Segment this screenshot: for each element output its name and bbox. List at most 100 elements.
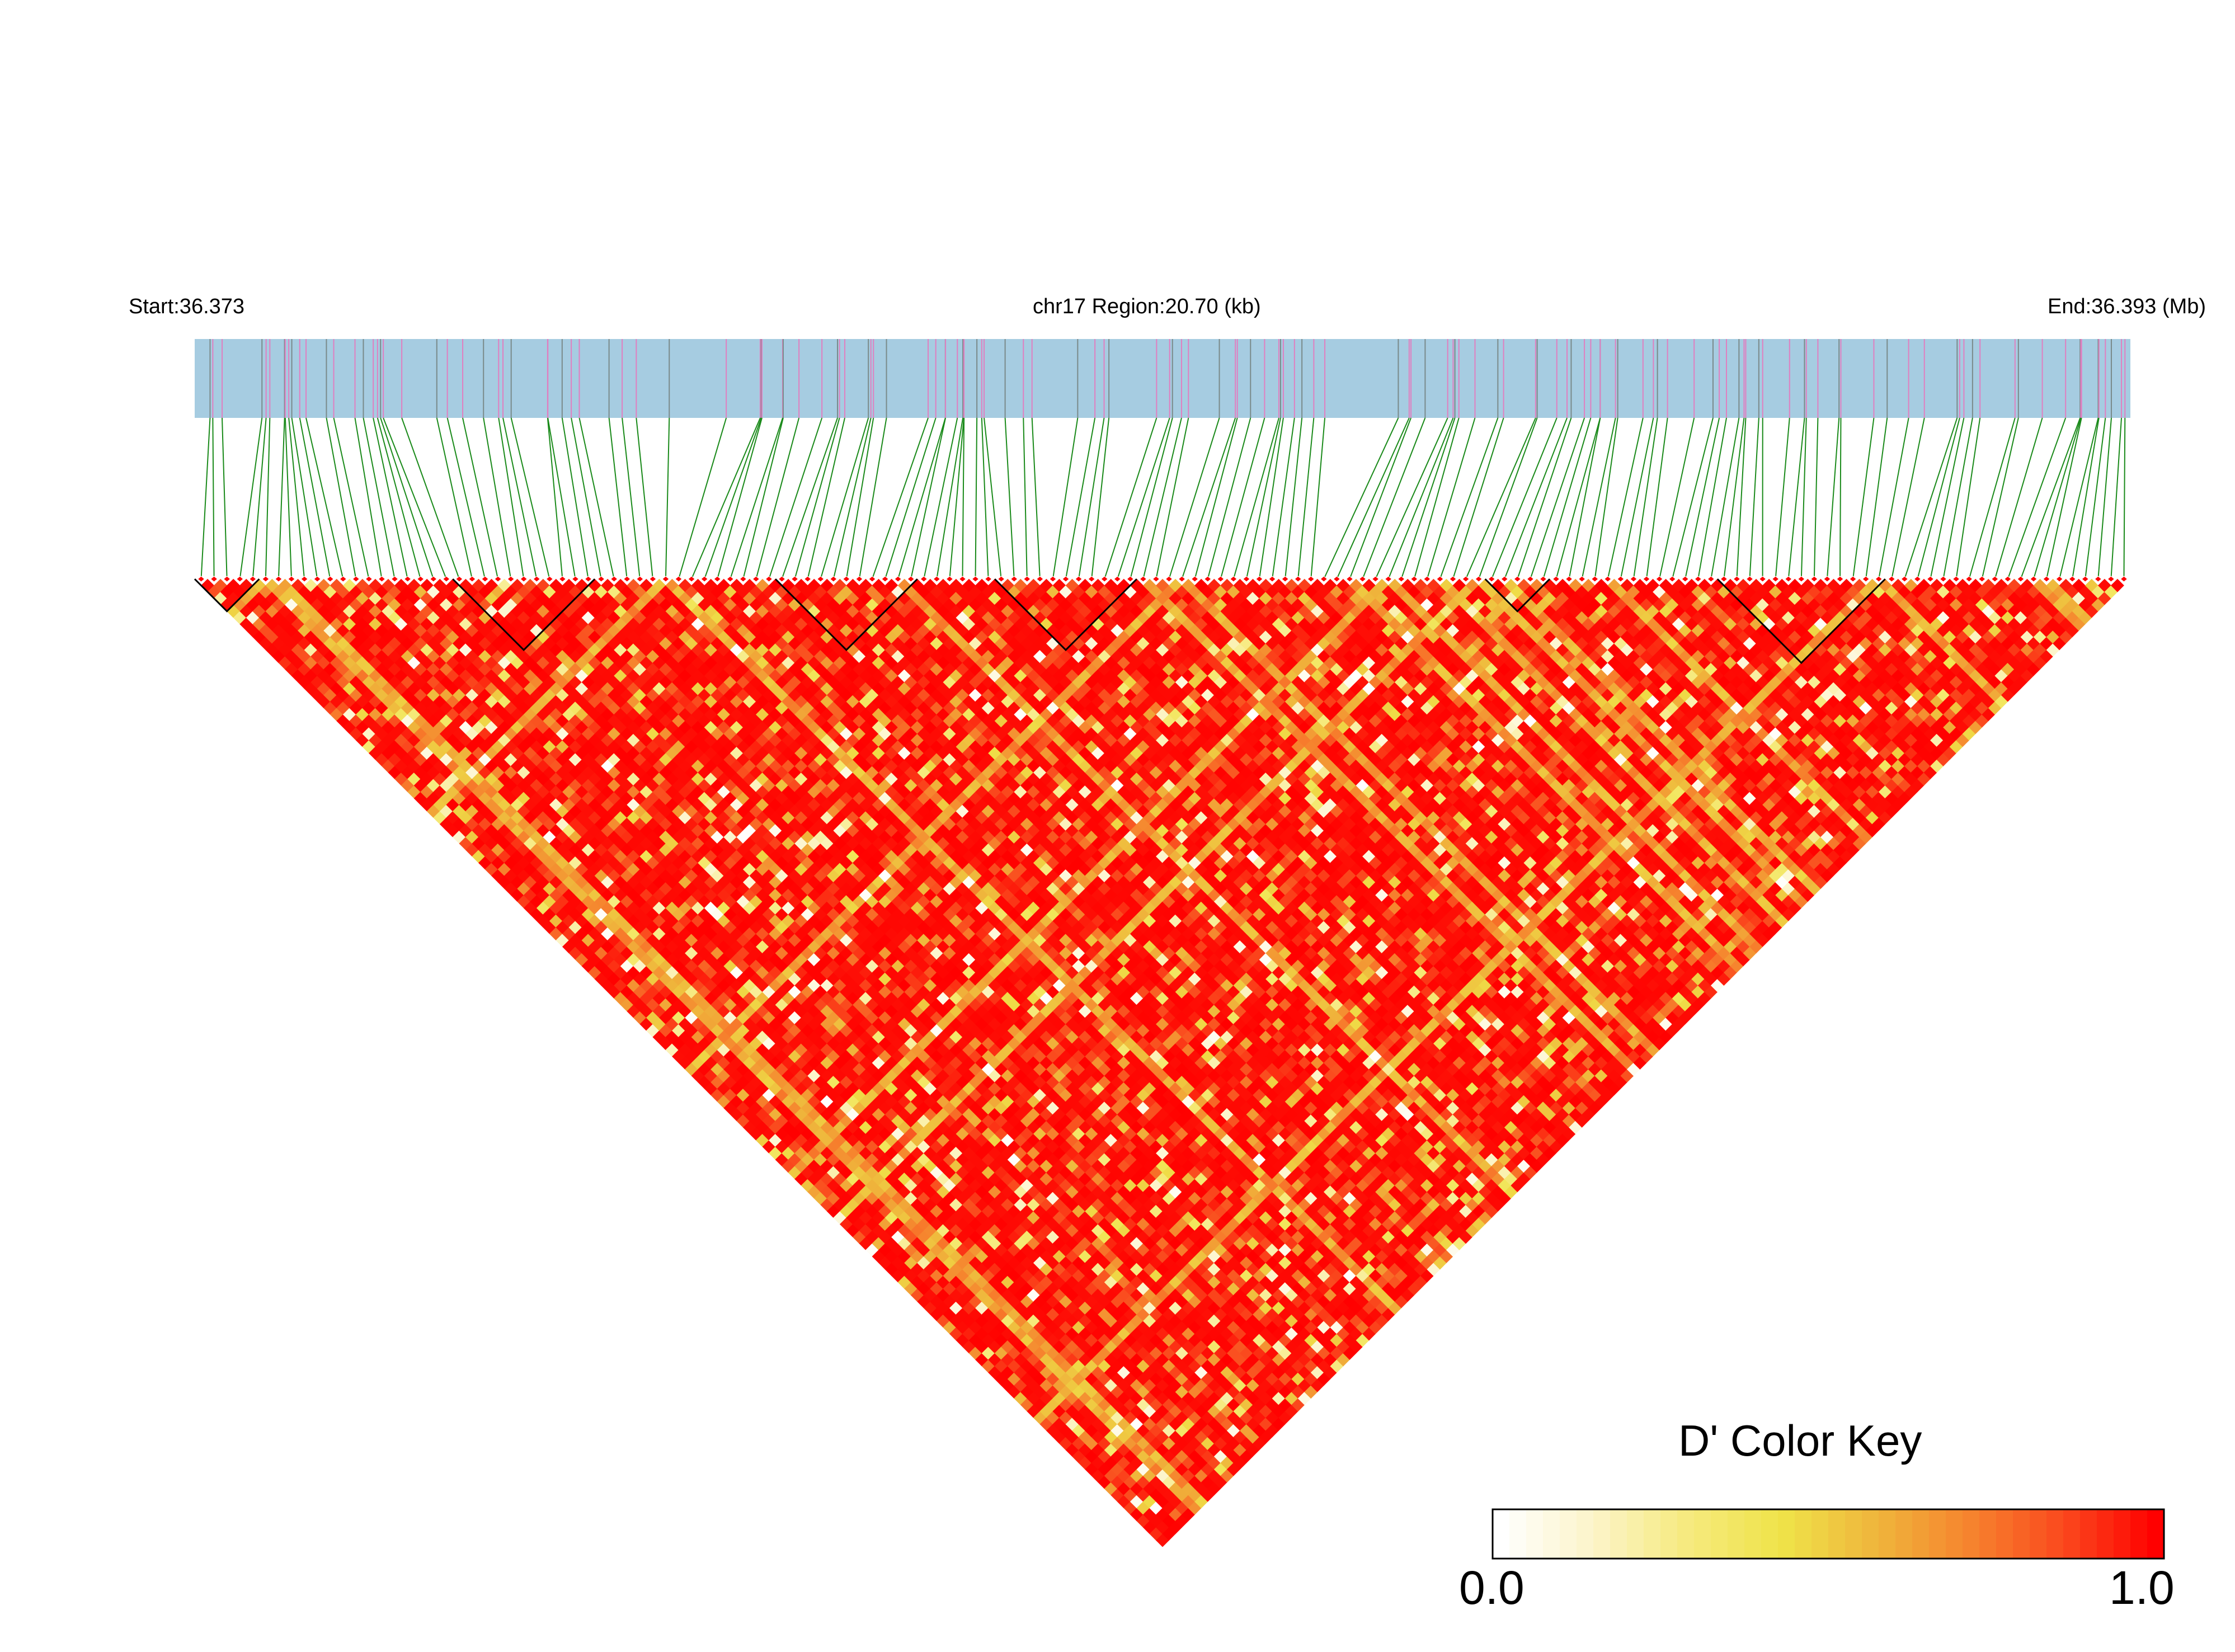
heatmap-cell	[826, 1179, 840, 1193]
heatmap-cell	[943, 1230, 957, 1244]
heatmap-cell	[1072, 1424, 1085, 1438]
heatmap-cell	[981, 1295, 995, 1309]
snp-connector-line	[1555, 417, 1601, 580]
heatmap-cell	[839, 1153, 853, 1166]
heatmap-cell	[891, 1269, 905, 1283]
heatmap-cell	[1130, 1417, 1144, 1431]
snp-connector-line	[820, 417, 869, 580]
heatmap-cell	[807, 1172, 821, 1186]
heatmap-cell	[1033, 1347, 1047, 1360]
heatmap-cell	[936, 1250, 950, 1263]
heatmap-cell	[1020, 1398, 1034, 1412]
heatmap-cell	[1001, 1366, 1015, 1380]
heatmap-cell	[1111, 1398, 1124, 1412]
heatmap-cell	[1117, 1417, 1131, 1431]
snp-connector-line	[1697, 417, 1727, 580]
snp-connector-line	[1981, 417, 2019, 580]
snp-connector-line	[1710, 417, 1740, 580]
snp-connector-line	[981, 417, 989, 580]
heatmap-cell	[943, 1269, 957, 1283]
heatmap-cell	[820, 1172, 834, 1186]
heatmap-cell	[1072, 1372, 1085, 1386]
heatmap-cell	[1117, 1469, 1131, 1483]
snp-connector-line	[483, 417, 512, 580]
heatmap-cell	[949, 1327, 963, 1341]
snp-connector-line	[768, 417, 823, 580]
heatmap-cell	[1111, 1424, 1124, 1438]
snp-connector-line	[1749, 417, 1759, 580]
heatmap-cell	[962, 1301, 976, 1315]
snp-connector-line	[502, 417, 538, 580]
heatmap-cell	[910, 1223, 924, 1237]
snp-connector-line	[2085, 417, 2106, 580]
heatmap-cell	[930, 1230, 944, 1244]
heatmap-cell	[923, 1223, 937, 1237]
heatmap-cell	[1039, 1417, 1053, 1431]
snp-connector-line	[252, 417, 267, 580]
snp-connector-line	[1478, 417, 1538, 580]
heatmap-cell	[943, 1320, 957, 1334]
heatmap-cell	[878, 1230, 892, 1244]
heatmap-cell	[1136, 1488, 1150, 1502]
snp-connector-line	[1375, 417, 1448, 580]
snp-connector-line	[222, 417, 228, 580]
snp-connector-line	[547, 417, 576, 580]
heatmap-cell	[1149, 1514, 1163, 1528]
snp-connector-line	[401, 417, 460, 580]
heatmap-cell	[826, 1204, 840, 1218]
snp-connector-line	[1775, 417, 1790, 580]
heatmap-cell	[1085, 1398, 1099, 1412]
heatmap-cell	[872, 1198, 886, 1212]
heatmap-cell	[1052, 1417, 1066, 1431]
heatmap-cell	[801, 1179, 815, 1193]
heatmap-cell	[872, 1250, 886, 1263]
snp-connector-line	[1787, 417, 1805, 580]
heatmap-cell	[1078, 1391, 1092, 1405]
heatmap-cell	[1091, 1469, 1105, 1483]
heatmap-cell	[917, 1204, 931, 1218]
snp-connector-line	[832, 417, 872, 580]
heatmap-cell	[1175, 1462, 1189, 1476]
snp-connector-line	[2033, 417, 2082, 580]
heatmap-cell	[1136, 1424, 1150, 1438]
heatmap-cell	[917, 1269, 931, 1283]
heatmap-cell	[994, 1372, 1008, 1386]
snp-connector-line	[1904, 417, 1958, 580]
snp-connector-line	[2097, 417, 2112, 580]
heatmap-cell	[1059, 1424, 1072, 1438]
heatmap-cell	[1039, 1327, 1053, 1341]
heatmap-cell	[1156, 1495, 1169, 1509]
snp-connector-line	[1646, 417, 1668, 580]
heatmap-cell	[1091, 1391, 1105, 1405]
heatmap-cell	[994, 1347, 1008, 1360]
snp-connector-line	[1310, 417, 1326, 580]
snp-connector-line	[1155, 417, 1189, 580]
heatmap-cell	[1201, 1488, 1215, 1502]
heatmap-cell	[949, 1276, 963, 1289]
snp-connector-line	[1672, 417, 1714, 580]
heatmap-cell	[1014, 1327, 1028, 1341]
heatmap-cell	[820, 1198, 834, 1212]
snp-connector-line	[377, 417, 421, 580]
heatmap-cell	[975, 1301, 989, 1315]
heatmap-cell	[1136, 1514, 1150, 1528]
heatmap-cell	[988, 1276, 1002, 1289]
heatmap-cell	[910, 1276, 924, 1289]
heatmap-cell	[988, 1301, 1002, 1315]
heatmap-cell	[1039, 1391, 1053, 1405]
heatmap-cell	[1059, 1398, 1072, 1412]
heatmap-cell	[775, 1153, 789, 1166]
snp-connector-line	[326, 417, 357, 580]
snp-connector-line	[1272, 417, 1295, 580]
snp-connector-line	[1284, 417, 1303, 580]
heatmap-cell	[956, 1269, 970, 1283]
heatmap-cell	[1123, 1488, 1137, 1502]
snp-connector-line	[1065, 417, 1096, 580]
heatmap-cell	[801, 1153, 815, 1166]
heatmap-cell	[1065, 1443, 1079, 1457]
snp-connector-line	[299, 417, 331, 580]
heatmap-cell	[917, 1295, 931, 1309]
snp-connector-line	[284, 417, 292, 580]
heatmap-cell	[1027, 1391, 1041, 1405]
heatmap-cell	[1065, 1366, 1079, 1380]
